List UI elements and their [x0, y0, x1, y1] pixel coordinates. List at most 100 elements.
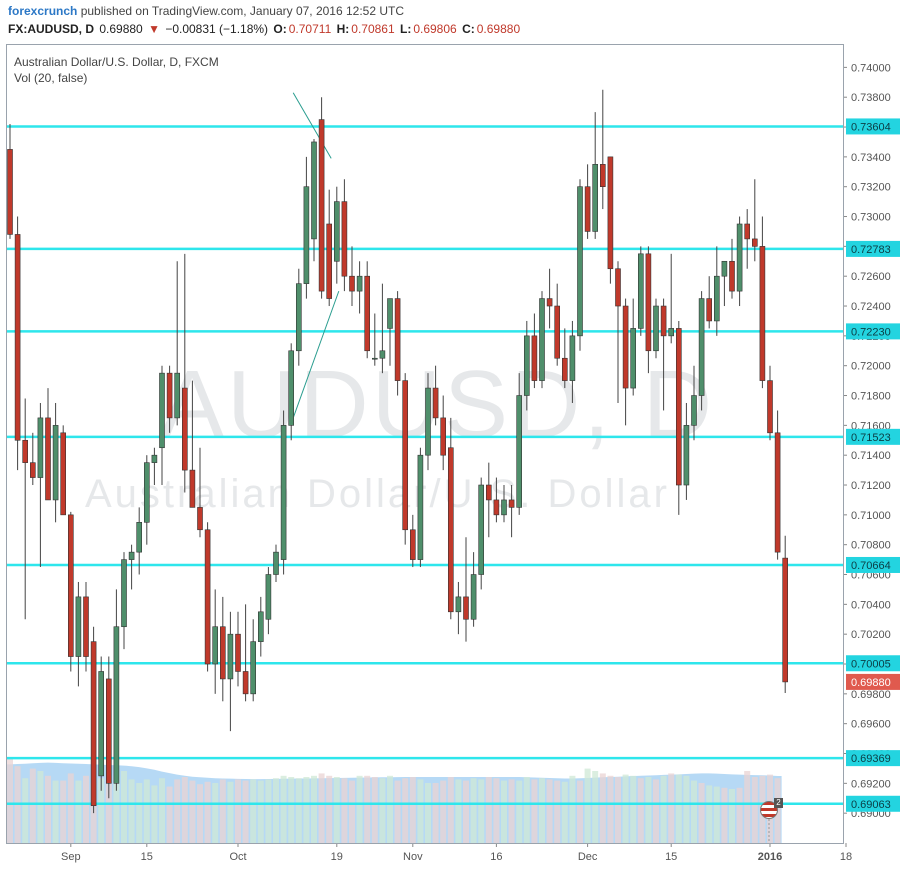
level-tag-label: 0.69063 [851, 799, 891, 811]
volume-bar [166, 786, 173, 843]
candle-body [197, 507, 203, 531]
volume-bar [356, 775, 363, 843]
volume-bar [83, 775, 89, 843]
candle-body [295, 283, 302, 352]
y-tick-label: 0.71800 [851, 391, 891, 403]
volume-bar [318, 773, 325, 843]
x-tick-label: 15 [141, 851, 153, 863]
level-tag [846, 323, 900, 340]
y-tick-label: 0.72400 [851, 301, 891, 313]
candle-body [447, 447, 454, 613]
candle-body [584, 186, 591, 232]
volume-bar [371, 777, 378, 843]
volume-bar [113, 773, 120, 843]
volume-bar [227, 781, 234, 843]
volume-bar [257, 780, 264, 843]
volume-bar [432, 783, 439, 843]
volume-bar [29, 768, 36, 843]
chart-title: Australian Dollar/U.S. Dollar, D, FXCM [14, 55, 219, 69]
candle-body [622, 305, 629, 389]
candle-body [675, 328, 682, 486]
brand-link[interactable]: forexcrunch [8, 4, 78, 18]
volume-bar [630, 775, 637, 843]
volume-bar [675, 774, 682, 843]
y-tick-label: 0.69600 [851, 719, 891, 731]
volume-bar [105, 775, 112, 843]
volume-bar [569, 775, 576, 843]
volume-bar [440, 780, 447, 843]
volume-bar [485, 777, 492, 843]
candle-body [60, 432, 67, 516]
candle-body [22, 439, 29, 463]
candle-body [45, 417, 51, 501]
candle-body [417, 454, 424, 560]
candle-body [759, 246, 766, 381]
candle-body [485, 484, 492, 501]
candle-body [265, 574, 272, 620]
volume-bar [204, 781, 211, 843]
price-scale [843, 44, 904, 871]
candle-body [379, 350, 386, 359]
level-tag-label: 0.70005 [851, 658, 891, 670]
volume-bar [143, 779, 150, 843]
volume-bar [219, 779, 226, 843]
volume-bar [729, 789, 735, 843]
volume-indicator-label[interactable]: Vol (20, false) [14, 71, 88, 85]
volume-bar [394, 780, 401, 843]
volume-bar [463, 780, 469, 843]
volume-bar [52, 780, 59, 843]
candle-body [713, 275, 720, 322]
time-scale [0, 843, 904, 871]
us-flag-event-icon[interactable] [760, 801, 778, 819]
volume-bar [280, 775, 287, 843]
candle-body [257, 611, 264, 642]
y-tick-label: 0.69200 [851, 778, 891, 790]
x-tick-label: 19 [331, 851, 343, 863]
volume-bar [288, 777, 295, 843]
trendline-down [292, 92, 332, 159]
candle-body [645, 253, 652, 352]
level-tag [846, 750, 900, 767]
candle-body [166, 372, 173, 419]
candle-body [14, 234, 21, 441]
candle-body [220, 626, 226, 680]
candle-body [371, 357, 378, 360]
candle-body [90, 641, 97, 807]
volume-bar [265, 779, 272, 843]
down-arrow-icon: ▼ [148, 22, 160, 36]
candle-body [311, 141, 317, 240]
x-tick-label: Dec [578, 851, 598, 863]
volume-bar [212, 783, 219, 843]
candle-body [189, 469, 196, 508]
candle-body [29, 462, 36, 478]
volume-bar [447, 777, 454, 843]
candle-body [98, 671, 104, 777]
candle-body [508, 499, 515, 508]
volume-bar [637, 778, 644, 843]
candle-body [774, 432, 781, 553]
y-tick-label: 0.70400 [851, 599, 891, 611]
candle-body [106, 678, 112, 784]
volume-bar [349, 780, 355, 843]
candle-body [280, 425, 287, 560]
change-value: −0.00831 (−1.18%) [165, 22, 269, 36]
candle-body [516, 395, 523, 508]
candle-body [394, 298, 401, 381]
volume-bar [22, 778, 29, 843]
volume-bar [508, 779, 515, 843]
volume-bar [128, 779, 135, 843]
y-tick-label: 0.73800 [851, 92, 891, 104]
volume-bar [539, 778, 545, 843]
volume-bar [455, 779, 462, 843]
level-tag-label: 0.69369 [851, 753, 891, 765]
candle-body [736, 223, 743, 292]
volume-bar [341, 778, 348, 843]
candle-body [653, 305, 659, 352]
volume-bar [615, 777, 621, 843]
volume-bar [713, 786, 720, 843]
volume-bar [417, 779, 424, 843]
trendline-up [292, 290, 340, 419]
price-chart[interactable]: 0.740000.738000.736000.734000.732000.730… [0, 44, 904, 871]
x-tick-label: Oct [229, 851, 246, 863]
candle-body [387, 298, 393, 329]
